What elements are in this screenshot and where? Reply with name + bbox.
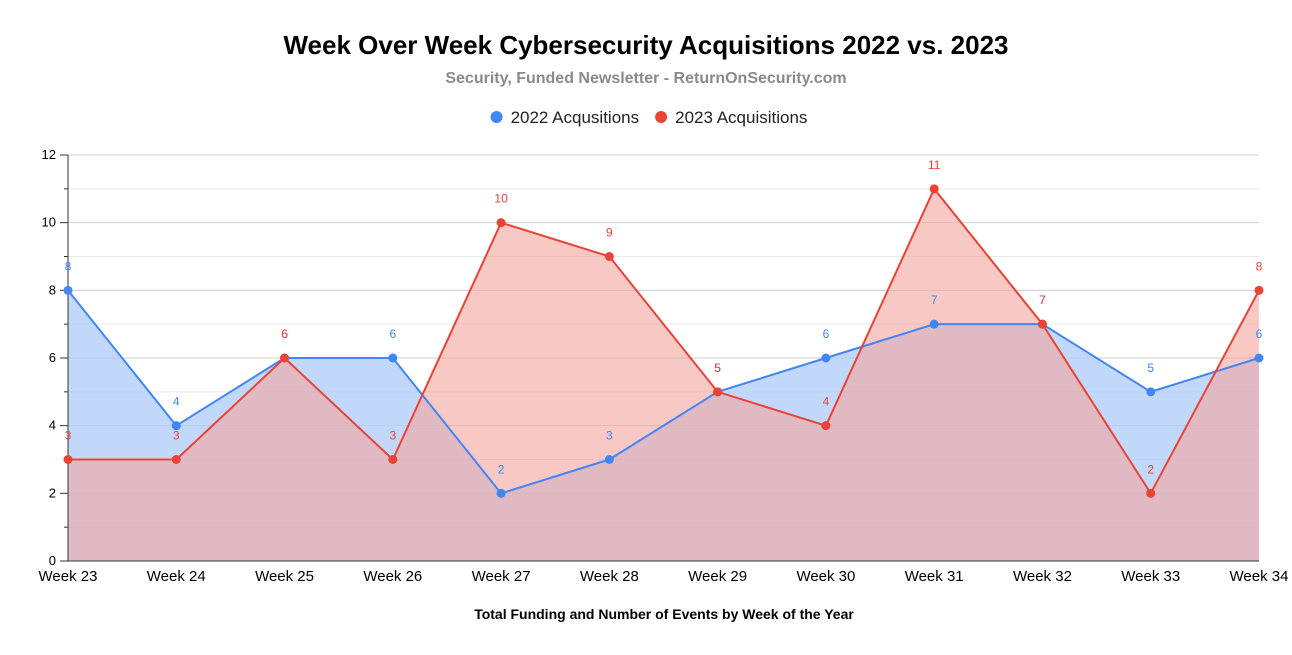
data-point-series-1 xyxy=(63,285,73,295)
data-point-series-2 xyxy=(713,387,723,397)
data-label-series-1: 7 xyxy=(931,293,938,307)
data-point-series-1 xyxy=(1254,353,1264,363)
legend-item-2: 2023 Acquisitions xyxy=(655,108,807,127)
data-label-series-2: 8 xyxy=(1256,259,1263,273)
data-point-series-1 xyxy=(496,488,506,498)
data-label-series-2: 6 xyxy=(281,327,288,341)
x-tick-label: Week 28 xyxy=(580,568,639,585)
x-tick-label: Week 25 xyxy=(255,568,314,585)
x-tick-label: Week 24 xyxy=(147,568,206,585)
data-point-series-1 xyxy=(171,421,181,431)
series-line-2 xyxy=(68,187,1260,495)
data-point-series-1 xyxy=(929,319,939,329)
data-point-series-2 xyxy=(1037,319,1047,329)
data-point-series-2 xyxy=(171,455,181,464)
data-point-series-2 xyxy=(1254,285,1264,295)
data-point-series-2 xyxy=(63,455,73,464)
y-tick-label: 8 xyxy=(49,282,56,297)
data-point-series-2 xyxy=(496,218,506,228)
y-tick-label: 4 xyxy=(49,418,56,433)
chart-subtitle: Security, Funded Newsletter - ReturnOnSe… xyxy=(445,70,846,87)
data-point-series-2 xyxy=(821,421,831,431)
data-label-series-2: 4 xyxy=(823,395,830,409)
data-label-series-2: 2 xyxy=(1147,462,1154,476)
data-label-series-1: 6 xyxy=(1256,327,1263,341)
x-tick-label: Week 33 xyxy=(1121,568,1180,585)
data-point-series-2 xyxy=(280,353,290,363)
x-tick-label: Week 29 xyxy=(688,568,747,585)
series-lines xyxy=(67,187,1260,495)
data-point-series-1 xyxy=(604,455,614,464)
y-tick-label: 0 xyxy=(49,553,56,568)
legend-label: 2023 Acquisitions xyxy=(675,108,807,127)
x-tick-label: Week 27 xyxy=(472,568,531,585)
data-label-series-1: 7 xyxy=(1039,293,1046,307)
x-tick-label: Week 32 xyxy=(1013,568,1072,585)
data-label-series-1: 2 xyxy=(498,462,505,476)
data-point-series-2 xyxy=(929,184,939,194)
data-point-series-2 xyxy=(604,252,614,261)
data-label-series-2: 11 xyxy=(928,158,941,172)
x-axis-title: Total Funding and Number of Events by We… xyxy=(474,606,854,622)
x-tick-label: Week 34 xyxy=(1230,568,1289,585)
data-label-series-1: 5 xyxy=(1147,361,1154,375)
y-tick-label: 2 xyxy=(49,485,56,500)
series-areas xyxy=(68,188,1259,562)
data-label-series-2: 9 xyxy=(606,226,613,240)
legend: 2022 Acqusitions 2023 Acquisitions xyxy=(490,108,807,127)
data-label-series-1: 6 xyxy=(281,327,288,341)
data-label-series-2: 10 xyxy=(494,192,508,206)
data-label-series-1: 6 xyxy=(823,327,830,341)
y-tick-label: 10 xyxy=(42,215,56,230)
data-point-series-2 xyxy=(388,455,398,464)
data-point-series-1 xyxy=(1146,387,1156,397)
x-tick-label: Week 23 xyxy=(39,568,98,585)
x-tick-label: Week 30 xyxy=(796,568,855,585)
legend-marker xyxy=(655,111,668,123)
data-label-series-2: 5 xyxy=(714,361,721,375)
data-label-series-1: 4 xyxy=(173,395,180,409)
data-points xyxy=(63,184,1264,498)
data-label-series-1: 5 xyxy=(714,361,721,375)
y-tick-label: 6 xyxy=(49,350,56,365)
data-point-series-1 xyxy=(388,353,398,363)
series-area-2 xyxy=(68,188,1259,562)
data-label-series-1: 3 xyxy=(606,429,613,443)
data-label-series-2: 7 xyxy=(1039,293,1046,307)
data-label-series-2: 3 xyxy=(389,429,396,443)
data-point-series-1 xyxy=(821,353,831,363)
legend-label: 2022 Acqusitions xyxy=(511,108,640,127)
x-tick-label: Week 31 xyxy=(905,568,964,585)
data-label-series-1: 8 xyxy=(65,259,72,273)
data-point-series-2 xyxy=(1146,488,1156,498)
chart-title: Week Over Week Cybersecurity Acquisition… xyxy=(283,30,1008,60)
legend-marker xyxy=(490,111,503,123)
axes: 0 2 4 6 8 10 12 Week 23 Week 24 Week 25 Week 26 Wee… xyxy=(39,147,1289,585)
x-tick-label: Week 26 xyxy=(363,568,422,585)
series-line-1 xyxy=(67,289,1260,495)
data-label-series-2: 3 xyxy=(65,429,72,443)
data-label-series-2: 3 xyxy=(173,429,180,443)
legend-item-1: 2022 Acqusitions xyxy=(490,108,640,127)
y-tick-label: 12 xyxy=(42,147,56,162)
data-label-series-1: 6 xyxy=(389,327,396,341)
